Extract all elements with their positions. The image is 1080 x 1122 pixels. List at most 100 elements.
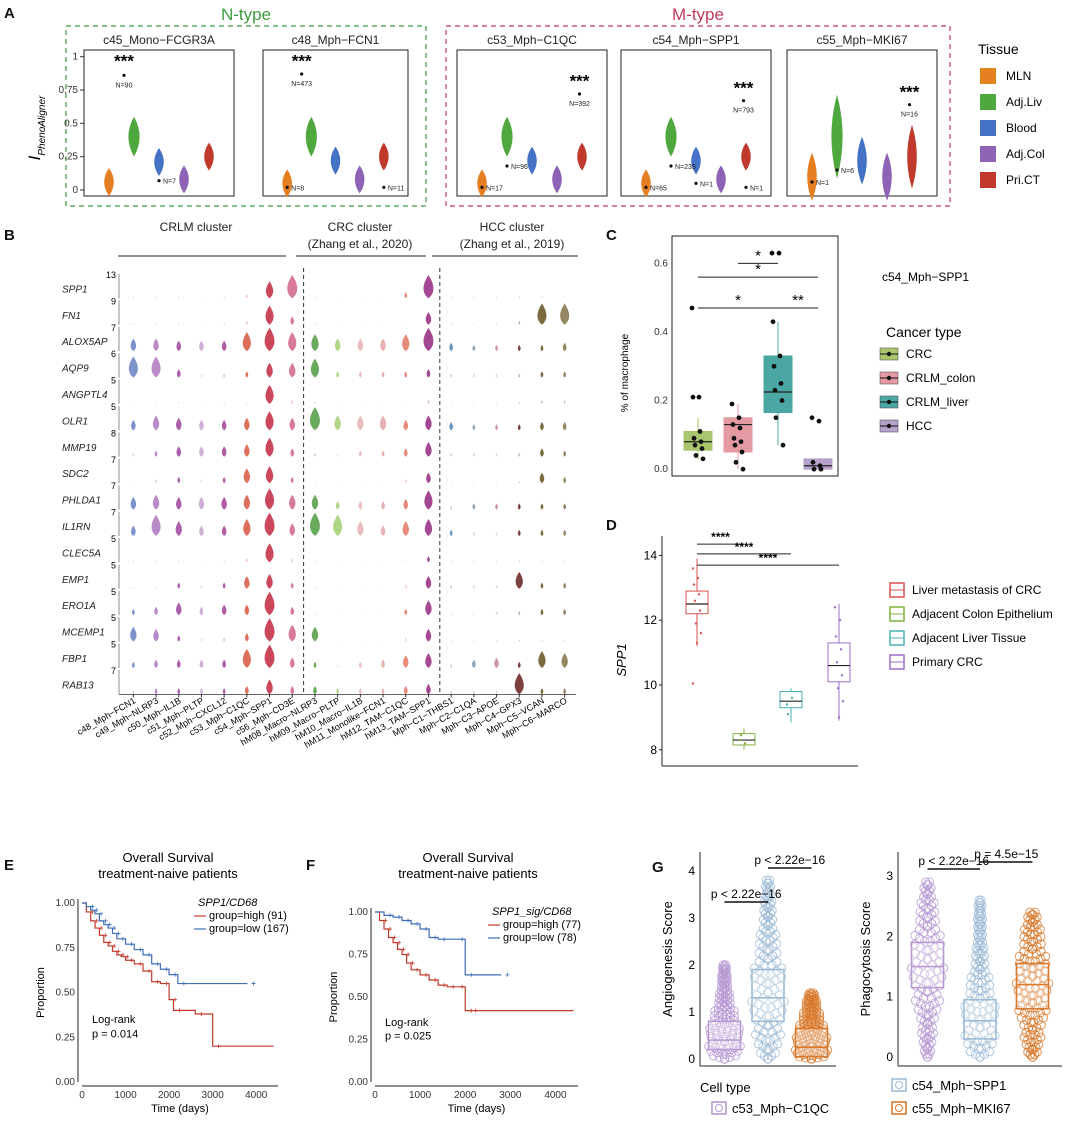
a-outlier-dot (907, 103, 912, 107)
b-violin (288, 624, 296, 642)
a-ytick: 0.25 (59, 152, 79, 163)
km-censor-mark (177, 1008, 182, 1013)
b-violin (563, 582, 567, 589)
b-gene-label: PHLDA1 (62, 496, 101, 507)
g-point (710, 1025, 721, 1035)
legend-item: CRLM_colon (906, 371, 975, 385)
c-point (691, 435, 697, 441)
g-point (1025, 914, 1035, 925)
b-violin (314, 586, 316, 589)
a-violin (501, 116, 513, 157)
b-violin (381, 450, 385, 457)
b-gene-label: FN1 (62, 311, 81, 322)
b-violin (309, 407, 320, 431)
b-gene-max: 7 (111, 481, 116, 491)
g-point (930, 975, 940, 985)
g-point (798, 1011, 809, 1022)
legend-swatch-dot (886, 399, 892, 405)
g-point (924, 1025, 935, 1035)
legend-item: Adj.Col (1006, 147, 1045, 161)
b-violin (564, 296, 566, 299)
b-violin (450, 481, 452, 484)
panel-e-title1: Overall Survival (122, 850, 213, 865)
b-violin (290, 476, 294, 484)
km-censor-mark (424, 927, 429, 931)
c-point (730, 422, 736, 427)
km-censor-mark (155, 961, 160, 966)
b-gene-max: 5 (111, 613, 116, 623)
d-point (699, 631, 703, 635)
g-point (915, 975, 925, 985)
g-sig-label: p < 2.22e−16 (754, 853, 825, 867)
b-violin (290, 448, 295, 457)
g-point (910, 930, 920, 941)
b-violin (289, 494, 296, 510)
a-facet-title: c45_Mono−FCGR3A (103, 33, 215, 47)
km-xtick: 1000 (114, 1090, 137, 1101)
b-violin (405, 560, 407, 563)
b-violin (450, 584, 453, 589)
c-point (731, 435, 737, 441)
km-censor-mark (120, 952, 125, 957)
b-violin (245, 320, 248, 325)
g-point (927, 1022, 937, 1033)
km-censor-mark (146, 952, 151, 957)
g-point (1036, 932, 1046, 942)
b-gene-label: EMP1 (62, 575, 89, 586)
b-violin (563, 371, 567, 378)
b-violin (358, 371, 362, 378)
b-violin (314, 481, 316, 484)
c-point (700, 456, 706, 462)
km-legend-item: group=low (167) (209, 923, 289, 935)
g-point (768, 923, 778, 934)
c-sig-label: ** (792, 292, 804, 309)
b-gene-max: 7 (111, 455, 116, 465)
b-violin (541, 296, 543, 299)
phagocytosis-plot: 0 1 2 3 Phagocytosis Score p < 2.22e−16p = 4.… (858, 847, 1062, 1067)
b-violin (154, 606, 158, 616)
panel-e-label: E (4, 857, 14, 874)
b-violin (379, 415, 387, 431)
a-facet-frame (262, 49, 409, 197)
b-violin (155, 296, 157, 299)
b-violin (423, 275, 434, 299)
g-point (805, 988, 815, 998)
b-violin (450, 613, 452, 616)
d-point (698, 609, 702, 612)
cancer-legend: CRC CRLM_colon CRLM_liver HCC (879, 347, 975, 433)
b-violin (517, 661, 521, 668)
c-sig-label: * (755, 261, 761, 278)
b-violin (155, 560, 157, 563)
g-point (922, 954, 933, 964)
panel-d-ylabel: SPP1 (614, 643, 629, 676)
b-violin (177, 688, 181, 695)
b-violin (404, 479, 407, 484)
g-point (919, 1031, 930, 1041)
km-censor-mark (146, 969, 151, 974)
a-outlier-dot (810, 180, 814, 184)
g-point (1034, 1027, 1044, 1038)
g-point (927, 960, 938, 970)
a-facet-frame (83, 49, 235, 197)
legend-item: MLN (1006, 69, 1031, 83)
b-violin (154, 659, 158, 668)
g-point (756, 984, 767, 994)
g-point (1029, 1037, 1039, 1047)
c-point (696, 394, 702, 400)
b-violin (538, 651, 546, 668)
a-violin (577, 142, 587, 171)
b-violin (221, 340, 227, 352)
c-sig-label: * (755, 247, 761, 264)
km-censor-mark (388, 927, 393, 931)
b-violin (311, 626, 319, 642)
g-ytick: 2 (688, 958, 695, 972)
c-point (733, 459, 739, 465)
km-ytick: 0.25 (349, 1035, 369, 1046)
g-point (771, 930, 781, 940)
b-violin (175, 521, 182, 536)
d-point (839, 648, 843, 651)
b-violin (540, 371, 544, 378)
b-violin (449, 529, 453, 536)
panel-c-subtitle: c54_Mph−SPP1 (882, 270, 969, 284)
km-xtick: 3000 (499, 1090, 522, 1101)
